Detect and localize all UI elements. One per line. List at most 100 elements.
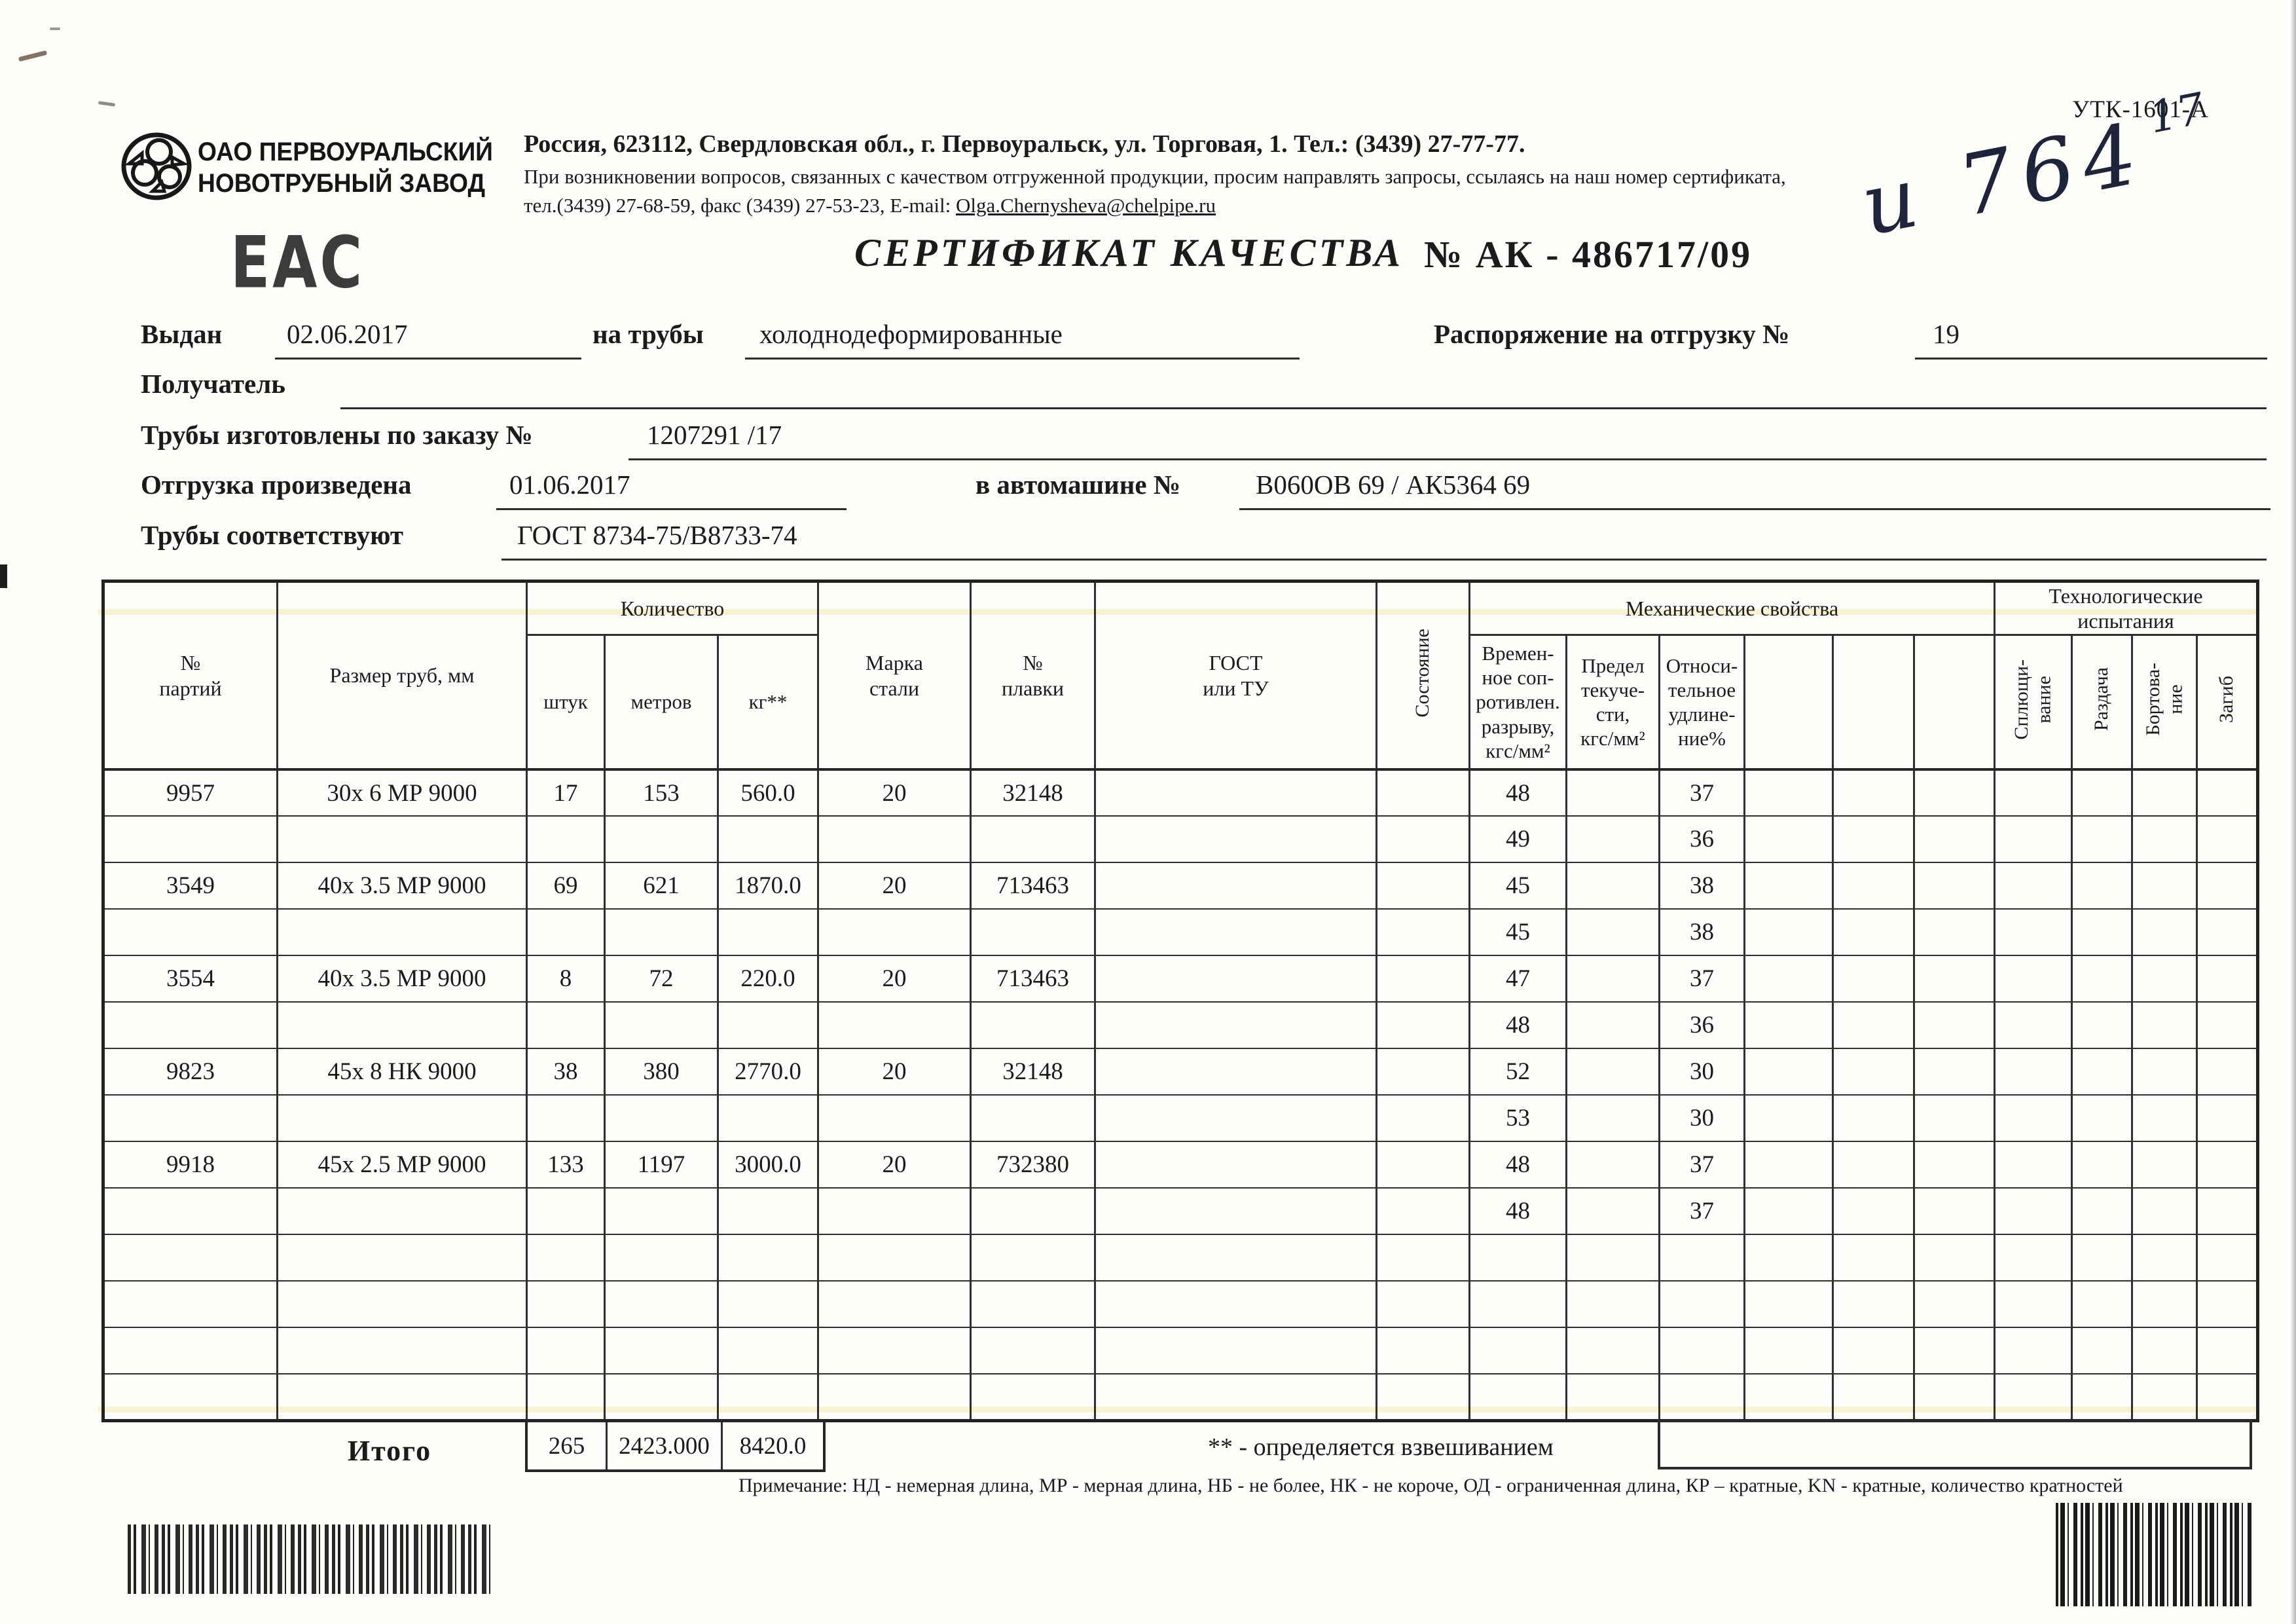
table-cell: 3000.0: [716, 1141, 820, 1189]
table-cell: [2196, 1327, 2259, 1375]
table-cell: [604, 1280, 719, 1328]
barcode-bottom-left: [128, 1524, 491, 1594]
expansion-vertical-label: Раздача: [2090, 667, 2113, 731]
table-cell: [2196, 1187, 2259, 1235]
table-cell: [2071, 1280, 2134, 1328]
table-cell: [1743, 1094, 1834, 1142]
table-cell: [716, 1280, 820, 1328]
company-logo: [120, 130, 193, 206]
table-cell: 380: [604, 1048, 719, 1096]
table-cell: [1094, 815, 1378, 863]
table-cell: 52: [1468, 1048, 1568, 1096]
flattening-vertical-label: Сплющи- вание: [2011, 659, 2055, 740]
table-cell: [276, 1234, 528, 1282]
col-header-flanging: Бортова- ние: [2131, 634, 2198, 771]
table-cell: 20: [817, 1048, 972, 1096]
table-cell: [817, 1001, 972, 1049]
table-cell: 37: [1658, 768, 1746, 817]
table-cell: [1994, 1094, 2073, 1142]
table-cell: [526, 1001, 606, 1049]
col-header-yield: Предел текуче- сти, кгс/мм²: [1565, 634, 1661, 771]
table-cell: [102, 1001, 278, 1049]
table-cell: [1994, 1141, 2073, 1189]
table-cell: [1658, 1327, 1746, 1375]
table-cell: [1376, 908, 1471, 956]
table-cell: [2131, 1280, 2198, 1328]
ship-order-label: Распоряжение на отгрузку №: [1434, 319, 1790, 349]
table-header-row-sub: штук метров кг** Времен- ное соп- ротивл…: [103, 634, 2259, 771]
table-cell: [1913, 815, 1996, 863]
table-cell: [716, 815, 820, 863]
table-cell: [1994, 862, 2073, 910]
shipped-label: Отгрузка произведена: [141, 470, 412, 500]
table-row: 9957 30х 6 МР 9000 17 153 560.0 20 32148 48 37: [102, 768, 2259, 817]
table-cell: 3554: [102, 955, 278, 1003]
table-cell: 53: [1468, 1094, 1568, 1142]
totals-meters: 2423.000: [608, 1422, 723, 1469]
table-cell: [2196, 1234, 2259, 1282]
table-cell: [1832, 815, 1916, 863]
certificate-number: № АК - 486717/09: [1424, 233, 1753, 276]
contact-phones: тел.(3439) 27-68-59, факс (3439) 27-53-2…: [524, 194, 956, 217]
table-cell: [1376, 1187, 1471, 1235]
table-cell: [604, 815, 719, 863]
table-cell: [604, 1327, 719, 1375]
table-cell: [1565, 1327, 1661, 1375]
table-cell: [1994, 1048, 2073, 1096]
table-cell: [817, 1187, 972, 1235]
table-cell: 37: [1658, 1141, 1746, 1189]
col-header-condition: Состояние: [1376, 580, 1471, 771]
table-cell: [970, 1094, 1097, 1142]
issued-value: 02.06.2017: [287, 319, 408, 349]
contact-email[interactable]: Olga.Chernysheva@chelpipe.ru: [955, 194, 1216, 217]
table-cell: 47: [1468, 955, 1568, 1003]
table-cell: [1743, 1141, 1834, 1189]
col-header-gost: ГОСТ или ТУ: [1094, 580, 1378, 771]
col-group-mechanical: Механические свойства: [1468, 580, 1996, 636]
table-cell: [2071, 1048, 2134, 1096]
table-cell: [1094, 1373, 1378, 1421]
table-cell: 45: [1468, 908, 1568, 956]
pipes-label: на трубы: [592, 319, 704, 349]
table-cell: [970, 1001, 1097, 1049]
made-by-order-value: 1207291 /17: [647, 420, 782, 450]
table-cell: [817, 908, 972, 956]
table-cell: [1994, 1373, 2073, 1421]
table-cell: [1994, 768, 2073, 817]
table-cell: [2071, 1141, 2134, 1189]
certificate-table: № партий Размер труб, мм Количество Марк…: [101, 580, 2260, 1422]
table-cell: [1376, 1048, 1471, 1096]
table-cell: [1094, 1234, 1378, 1282]
table-cell: [526, 1373, 606, 1421]
table-cell: [2071, 908, 2134, 956]
table-cell: [1832, 955, 1916, 1003]
table-cell: [604, 1094, 719, 1142]
table-cell: [817, 1094, 972, 1142]
table-cell: [526, 815, 606, 863]
table-cell: 30: [1658, 1094, 1746, 1142]
company-name-line1: ОАО ПЕРВОУРАЛЬСКИЙ: [198, 138, 493, 166]
table-cell: [1743, 908, 1834, 956]
table-cell: [1468, 1280, 1568, 1328]
table-cell: [1743, 1048, 1834, 1096]
table-cell: [2196, 1280, 2259, 1328]
table-cell: [1913, 1373, 1996, 1421]
table-cell: [526, 908, 606, 956]
table-cell: [1094, 1187, 1378, 1235]
table-cell: [2071, 1234, 2134, 1282]
issued-underline: [275, 358, 581, 360]
table-cell: [2196, 955, 2259, 1003]
table-cell: 713463: [970, 862, 1097, 910]
table-cell: 30х 6 МР 9000: [276, 768, 528, 817]
table-cell: [716, 1001, 820, 1049]
bend-vertical-label: Загиб: [2215, 675, 2238, 723]
table-cell: [2131, 1234, 2198, 1282]
col-header-pcs: штук: [526, 634, 606, 771]
table-cell: [1743, 1001, 1834, 1049]
table-cell: [1832, 1187, 1916, 1235]
table-cell: [1832, 1280, 1916, 1328]
table-cell: [1913, 955, 1996, 1003]
table-cell: [1913, 862, 1996, 910]
contact-line: тел.(3439) 27-68-59, факс (3439) 27-53-2…: [524, 194, 1216, 217]
totals-kg: 8420.0: [739, 1432, 807, 1460]
